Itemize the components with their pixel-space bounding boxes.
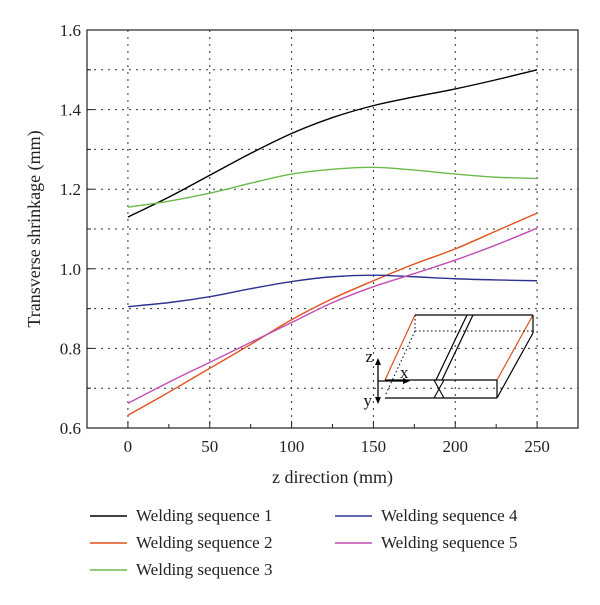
inset-axis-label-x: x bbox=[400, 363, 409, 382]
legend: Welding sequence 1 Welding sequence 2 Weld… bbox=[90, 506, 518, 579]
x-tick-label: 150 bbox=[361, 437, 387, 456]
y-axis-title: Transverse shrinkage (mm) bbox=[24, 130, 45, 327]
series-group bbox=[127, 69, 538, 416]
legend-label-5: Welding sequence 5 bbox=[381, 533, 517, 552]
legend-label-3: Welding sequence 3 bbox=[136, 560, 272, 579]
series-line-5 bbox=[127, 227, 538, 404]
inset-axis-label-z: z bbox=[365, 347, 373, 366]
x-tick-label: 0 bbox=[124, 437, 133, 456]
inset-x-arrow bbox=[403, 378, 410, 384]
y-tick-label: 1.2 bbox=[60, 180, 81, 199]
inset-edge bbox=[496, 314, 534, 381]
inset-weld-groove bbox=[433, 379, 445, 399]
inset-edge bbox=[496, 332, 534, 399]
inset-weld-line bbox=[435, 314, 468, 381]
y-tick-label: 0.6 bbox=[60, 419, 81, 438]
legend-label-2: Welding sequence 2 bbox=[136, 533, 272, 552]
ticks: 0 50 100 150 200 250 0.6 0.8 1.0 1.2 1.4 1.6 bbox=[60, 21, 579, 456]
inset-z-arrow bbox=[375, 358, 381, 365]
x-tick-label: 250 bbox=[524, 437, 550, 456]
x-tick-label: 200 bbox=[443, 437, 469, 456]
x-tick-label: 100 bbox=[279, 437, 305, 456]
inset-axis-label-y: y bbox=[364, 391, 373, 410]
y-tick-label: 0.8 bbox=[60, 339, 81, 358]
x-axis-title: z direction (mm) bbox=[272, 467, 393, 488]
grid bbox=[87, 29, 578, 429]
legend-label-4: Welding sequence 4 bbox=[381, 506, 518, 525]
inset-y-arrow bbox=[375, 397, 381, 404]
specimen-inset: z x y bbox=[364, 314, 534, 410]
y-tick-label: 1.6 bbox=[60, 21, 81, 40]
x-tick-label: 50 bbox=[201, 437, 218, 456]
inset-weld-line bbox=[441, 314, 474, 381]
inset-edge bbox=[384, 314, 416, 381]
y-tick-label: 1.0 bbox=[60, 260, 81, 279]
legend-label-1: Welding sequence 1 bbox=[136, 506, 272, 525]
series-line-3 bbox=[127, 166, 538, 208]
series-line-1 bbox=[127, 69, 538, 218]
y-tick-label: 1.4 bbox=[60, 101, 82, 120]
series-line-2 bbox=[127, 212, 538, 416]
series-line-4 bbox=[127, 274, 538, 308]
